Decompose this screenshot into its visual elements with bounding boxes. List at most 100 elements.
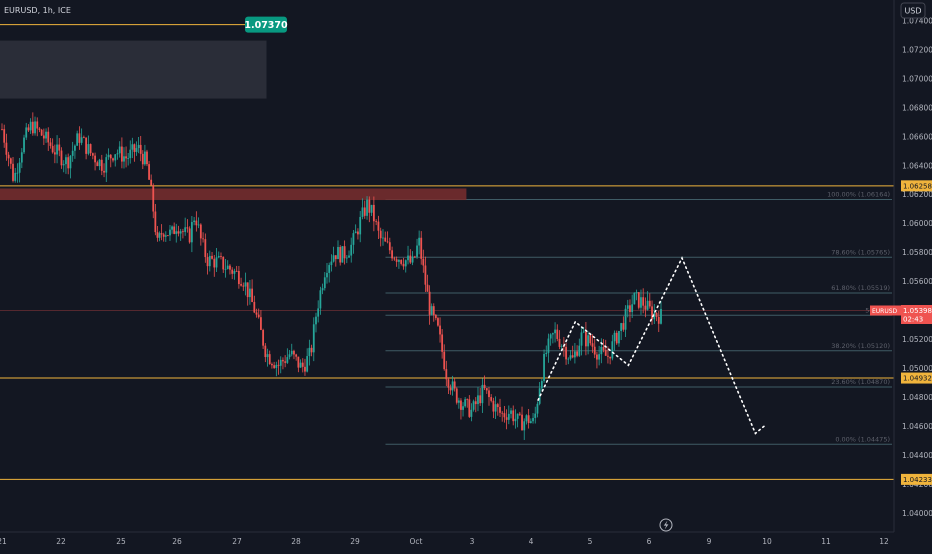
level-price-tag: 1.04233: [901, 473, 932, 485]
candle-body: [593, 346, 596, 355]
price-tick-label: 1.05600: [902, 277, 932, 286]
candle-body: [150, 179, 153, 186]
candle-body: [166, 235, 169, 237]
candle-body: [293, 350, 295, 355]
candle-body: [288, 354, 291, 358]
candle-body: [525, 415, 528, 422]
level-tag-bg: [901, 372, 932, 384]
candle-body: [503, 413, 506, 418]
candle-body: [449, 387, 452, 391]
candle-body: [361, 207, 364, 217]
projection-path[interactable]: [537, 256, 765, 435]
level-price-tag: 1.06258: [901, 180, 932, 192]
candle-body: [71, 150, 74, 156]
candle-body: [100, 159, 103, 171]
time-scale[interactable]: [0, 532, 932, 550]
current-symbol-bg: [870, 305, 901, 316]
candle-body: [94, 155, 96, 163]
candle-body: [341, 246, 344, 263]
candle-body: [12, 163, 14, 181]
candle-body: [31, 121, 34, 134]
candle-body: [646, 300, 649, 310]
candle-body: [18, 162, 21, 173]
candle-body: [411, 256, 414, 263]
time-tick-label: 25: [116, 537, 126, 546]
candle-body: [297, 356, 300, 368]
candle-body: [571, 355, 574, 358]
candle-body: [23, 137, 25, 153]
fibonacci-retracement[interactable]: 100.00% (1.06164) 78.60% (1.05765) 61.80% …: [385, 190, 893, 445]
symbol-title: EURUSD, 1h, ICE: [4, 6, 71, 15]
candle-body: [516, 413, 519, 419]
candle-body: [36, 121, 39, 129]
candle-body: [169, 229, 171, 236]
currency-button-label[interactable]: USD: [904, 7, 921, 16]
candle-body: [613, 332, 616, 342]
lightning-icon[interactable]: [659, 518, 673, 532]
time-tick-label: 21: [0, 537, 7, 546]
candle-body: [354, 231, 357, 234]
candle-body: [464, 399, 467, 407]
candle-body: [637, 292, 640, 308]
fib-level-label: 61.80% (1.05519): [831, 284, 890, 292]
candle-body: [598, 354, 601, 360]
candle-body: [199, 224, 202, 239]
candle-body: [409, 255, 412, 263]
price-tick-label: 1.04600: [902, 422, 932, 431]
candle-body: [393, 258, 396, 260]
price-tick-label: 1.06400: [902, 161, 932, 170]
candle-body: [58, 144, 61, 151]
time-tick-label: 26: [172, 537, 182, 546]
candle-body: [635, 292, 638, 293]
currency-button[interactable]: USD: [900, 2, 926, 19]
candle-body: [135, 148, 138, 152]
candle-body: [453, 381, 456, 389]
candle-body: [139, 144, 142, 154]
candle-body: [618, 331, 620, 344]
candle-body: [430, 306, 433, 315]
time-tick-label: 29: [350, 537, 360, 546]
candle-body: [472, 401, 475, 410]
candle-body: [642, 297, 645, 306]
candle-body: [308, 347, 311, 357]
projection-path-layer[interactable]: [537, 256, 765, 435]
time-tick-label: 22: [56, 537, 66, 546]
candle-body: [87, 144, 90, 154]
candle-body: [188, 228, 191, 243]
price-tick-label: 1.07000: [902, 74, 932, 83]
time-tick-label: 5: [588, 537, 593, 546]
price-tick-label: 1.05000: [902, 364, 932, 373]
candle-body: [660, 308, 662, 324]
candle-body: [521, 414, 523, 431]
candle-body: [109, 154, 112, 159]
candle-body: [651, 306, 653, 320]
price-scale[interactable]: [894, 0, 932, 532]
candle-body: [78, 133, 81, 143]
candle-body: [510, 410, 512, 414]
candle-body: [470, 409, 473, 417]
candle-body: [591, 343, 594, 347]
candle-body: [368, 199, 371, 213]
candle-body: [337, 247, 339, 260]
candle-body: [266, 354, 269, 358]
candle-body: [80, 137, 83, 143]
candle-body: [82, 137, 85, 139]
candle-body: [156, 232, 159, 238]
candle-body: [315, 316, 317, 325]
candle-body: [317, 308, 320, 317]
candle-body: [359, 216, 362, 235]
candle-body: [386, 241, 389, 243]
current-price-value: 1.05398: [903, 307, 932, 315]
candle-body: [162, 234, 165, 237]
candle-body: [14, 172, 17, 181]
candle-body: [51, 145, 54, 153]
candle-body: [60, 150, 63, 166]
candle-body: [112, 158, 114, 161]
currency-button-frame[interactable]: [900, 2, 926, 19]
candle-body: [432, 306, 435, 316]
candle-body: [125, 156, 127, 159]
candle-body: [240, 284, 242, 286]
candle-body: [366, 199, 368, 216]
